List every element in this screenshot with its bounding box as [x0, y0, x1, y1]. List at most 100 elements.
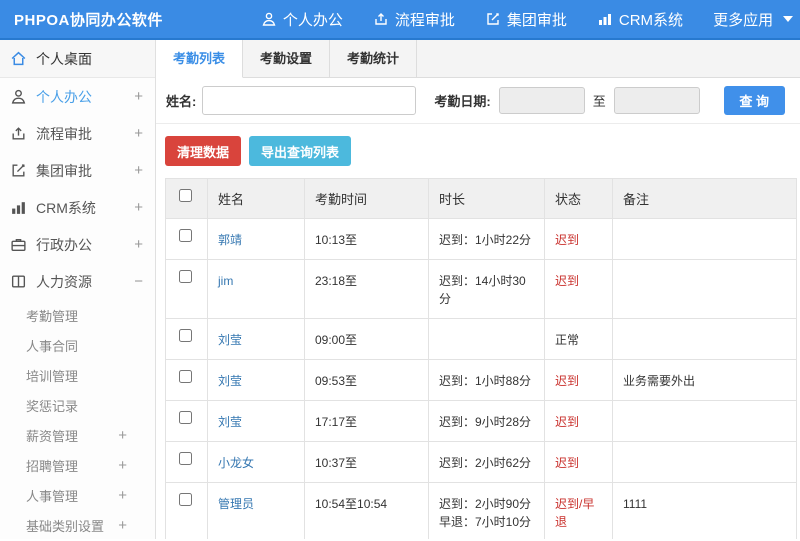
- row-name-link[interactable]: jim: [218, 274, 234, 288]
- date-from-input[interactable]: [498, 87, 585, 114]
- export-list-button[interactable]: 导出查询列表: [249, 136, 352, 166]
- row-remark: 1111: [612, 482, 797, 539]
- row-time: 09:00至: [304, 318, 429, 360]
- sidebar-subitem-recruit[interactable]: 招聘管理 +: [26, 456, 127, 474]
- row-checkbox[interactable]: [179, 411, 192, 424]
- attendance-table: 姓名 考勤时间 时长 状态 备注 郭靖 10:13至 迟到：1小时22分 迟到 …: [165, 178, 797, 539]
- filter-bar: 姓名: 考勤日期: 至 查 询: [156, 78, 800, 124]
- topnav-item-workflow-approval[interactable]: 流程审批: [373, 9, 455, 30]
- sidebar-item-workflow-approval[interactable]: 流程审批 +: [0, 115, 155, 152]
- expand-plus-icon[interactable]: +: [118, 456, 127, 474]
- table-row: jim 23:18至 迟到：14小时30分 迟到: [165, 259, 797, 319]
- row-status: 正常: [544, 318, 613, 360]
- topnav-label: 流程审批: [394, 11, 455, 29]
- sidebar: 个人桌面 个人办公 + 流程审批 + 集团审批 + CRM系统 + 行政办公 +: [0, 40, 156, 539]
- row-duration: 迟到：1小时22分: [428, 218, 545, 260]
- topnav-item-personal-office[interactable]: 个人办公: [261, 9, 343, 30]
- row-status: 迟到: [544, 400, 613, 442]
- sidebar-subitem-base-category[interactable]: 基础类别设置 +: [26, 516, 127, 534]
- table-row: 刘莹 09:00至 正常: [165, 318, 797, 360]
- row-duration: 迟到：2小时62分: [428, 441, 545, 483]
- top-navigation: 个人办公 流程审批 集团审批 CRM系统 更多应用: [261, 9, 794, 30]
- workflow-icon: [12, 127, 25, 140]
- sidebar-item-label: 个人办公: [36, 88, 92, 105]
- expand-plus-icon[interactable]: +: [134, 162, 143, 179]
- date-to-input[interactable]: [613, 87, 700, 114]
- sidebar-item-label: CRM系统: [36, 199, 96, 216]
- row-name-link[interactable]: 小龙女: [218, 456, 255, 470]
- name-filter-label: 姓名:: [166, 94, 197, 109]
- edit-approve-icon: [12, 164, 25, 177]
- name-filter-input[interactable]: [202, 86, 417, 115]
- expand-plus-icon[interactable]: +: [134, 125, 143, 142]
- workflow-icon: [375, 13, 387, 25]
- topnav-label: CRM系统: [618, 11, 684, 29]
- sidebar-item-label: 个人桌面: [36, 50, 92, 67]
- row-time: 10:37至: [304, 441, 429, 483]
- sidebar-item-human-resources[interactable]: 人力资源 −: [0, 263, 155, 300]
- row-checkbox[interactable]: [179, 370, 192, 383]
- sidebar-subitem-attendance[interactable]: 考勤管理: [26, 308, 79, 324]
- row-name-link[interactable]: 管理员: [218, 497, 255, 511]
- table-row: 小龙女 10:37至 迟到：2小时62分 迟到: [165, 441, 797, 483]
- row-status: 迟到/早退: [544, 482, 613, 539]
- expand-plus-icon[interactable]: +: [134, 236, 143, 253]
- row-checkbox[interactable]: [179, 329, 192, 342]
- sidebar-subitem-hr-contract[interactable]: 人事合同: [26, 338, 79, 354]
- home-icon: [11, 51, 26, 66]
- row-name-link[interactable]: 郭靖: [218, 233, 243, 247]
- app-logo: PHPOA协同办公软件: [14, 11, 163, 29]
- expand-plus-icon[interactable]: +: [134, 199, 143, 216]
- main-content: 考勤列表 考勤设置 考勤统计 姓名: 考勤日期: 至 查 询 清理数据 导出查询…: [156, 40, 800, 539]
- row-checkbox[interactable]: [179, 270, 192, 283]
- row-remark: [612, 218, 797, 260]
- sidebar-subitem-salary[interactable]: 薪资管理 +: [26, 426, 127, 444]
- book-icon: [11, 275, 26, 288]
- expand-plus-icon[interactable]: +: [118, 516, 127, 534]
- row-checkbox[interactable]: [179, 493, 192, 506]
- sidebar-item-label: 集团审批: [36, 162, 92, 179]
- select-all-checkbox[interactable]: [179, 189, 192, 202]
- clear-data-button[interactable]: 清理数据: [165, 136, 242, 166]
- row-name-link[interactable]: 刘莹: [218, 415, 243, 429]
- user-icon: [262, 12, 276, 26]
- search-button[interactable]: 查 询: [723, 86, 785, 115]
- row-name-link[interactable]: 刘莹: [218, 374, 243, 388]
- tab-attendance-stats[interactable]: 考勤统计: [330, 40, 418, 77]
- topnav-item-more-apps[interactable]: 更多应用: [713, 9, 794, 30]
- topnav-label: 个人办公: [282, 11, 343, 29]
- tab-attendance-settings[interactable]: 考勤设置: [243, 40, 331, 77]
- row-name-link[interactable]: 刘莹: [218, 333, 243, 347]
- row-duration: 迟到：1小时88分: [428, 359, 545, 401]
- col-header-status: 状态: [544, 178, 613, 219]
- table-row: 刘莹 09:53至 迟到：1小时88分 迟到 业务需要外出: [165, 359, 797, 401]
- sidebar-item-crm-system[interactable]: CRM系统 +: [0, 189, 155, 226]
- row-time: 10:54至10:54: [304, 482, 429, 539]
- sidebar-item-admin-office[interactable]: 行政办公 +: [0, 226, 155, 263]
- bar-chart-icon: [598, 14, 611, 25]
- user-icon: [11, 89, 26, 104]
- sidebar-subitem-training[interactable]: 培训管理: [26, 368, 79, 384]
- sidebar-item-desktop[interactable]: 个人桌面: [0, 40, 155, 78]
- col-header-remark: 备注: [612, 178, 797, 219]
- row-status: 迟到: [544, 259, 613, 319]
- expand-plus-icon[interactable]: +: [134, 88, 143, 105]
- action-bar: 清理数据 导出查询列表: [156, 124, 800, 178]
- row-checkbox[interactable]: [179, 452, 192, 465]
- sidebar-item-label: 人力资源: [36, 273, 92, 290]
- sidebar-item-personal-office[interactable]: 个人办公 +: [0, 78, 155, 115]
- expand-plus-icon[interactable]: +: [118, 486, 127, 504]
- collapse-minus-icon[interactable]: −: [134, 273, 143, 290]
- briefcase-icon: [11, 239, 26, 252]
- row-status: 迟到: [544, 218, 613, 260]
- attendance-table-body: 郭靖 10:13至 迟到：1小时22分 迟到 jim 23:18至 迟到：14小…: [165, 218, 797, 539]
- topnav-item-crm-system[interactable]: CRM系统: [597, 9, 683, 30]
- sidebar-subitem-rewards[interactable]: 奖惩记录: [26, 398, 79, 414]
- tab-attendance-list[interactable]: 考勤列表: [156, 40, 244, 78]
- row-checkbox[interactable]: [179, 229, 192, 242]
- sidebar-subitem-hr-manage[interactable]: 人事管理 +: [26, 486, 127, 504]
- expand-plus-icon[interactable]: +: [118, 426, 127, 444]
- row-duration: 迟到：9小时28分: [428, 400, 545, 442]
- sidebar-item-group-approval[interactable]: 集团审批 +: [0, 152, 155, 189]
- topnav-item-group-approval[interactable]: 集团审批: [485, 9, 567, 30]
